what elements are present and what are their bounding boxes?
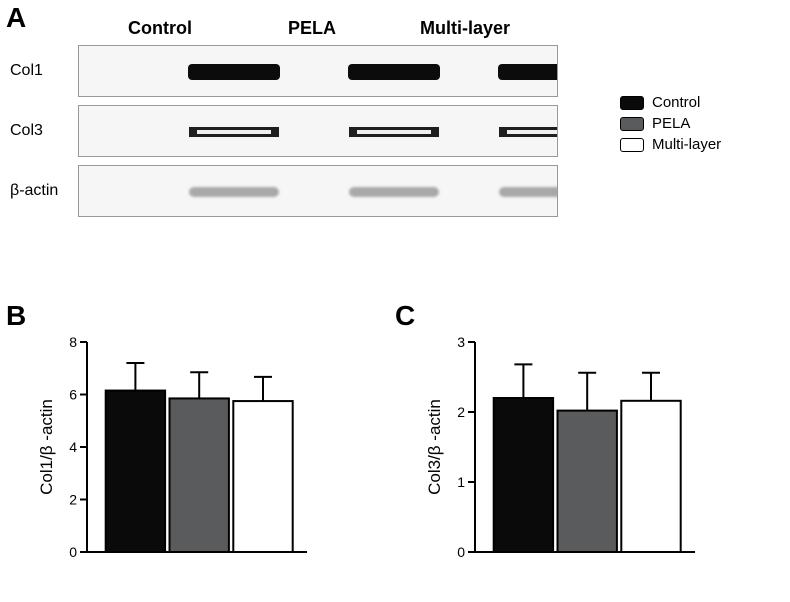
- blot-band-2-0: [189, 187, 279, 197]
- blot-strip-0: [78, 45, 558, 97]
- blot-band-0-1: [348, 64, 440, 80]
- blot-header-pela: PELA: [288, 18, 336, 39]
- bar-1: [558, 411, 617, 552]
- svg-text:Col1/β -actin: Col1/β -actin: [37, 399, 56, 495]
- blot-band-2-1: [349, 187, 439, 197]
- svg-text:1: 1: [457, 474, 465, 490]
- blot-band-0-2: [498, 64, 558, 80]
- legend-swatch-pela: [620, 117, 644, 131]
- legend-label-control: Control: [652, 94, 700, 111]
- bar-1: [170, 398, 229, 552]
- svg-text:3: 3: [457, 334, 465, 350]
- blot-row-label-col1: Col1: [10, 62, 43, 80]
- bar-0: [494, 398, 553, 552]
- blot-header-control: Control: [128, 18, 192, 39]
- blot-band-0-0: [188, 64, 280, 80]
- bar-0: [106, 391, 165, 552]
- legend-label-multilayer: Multi-layer: [652, 136, 721, 153]
- chart-col1-bactin: 0 2 4 6 8 Col1/β -actin: [32, 332, 317, 587]
- svg-text:4: 4: [69, 439, 77, 455]
- legend-swatch-control: [620, 96, 644, 110]
- legend-label-pela: PELA: [652, 115, 690, 132]
- blot-row-label-bactin: β-actin: [10, 182, 58, 200]
- panel-label-c: C: [395, 300, 415, 332]
- bar-2: [233, 401, 292, 552]
- blot-band-1-1: [349, 127, 439, 137]
- blot-band-2-2: [499, 187, 558, 197]
- blot-strip-1: [78, 105, 558, 157]
- legend-item-control: Control: [620, 94, 721, 111]
- svg-text:2: 2: [457, 404, 465, 420]
- svg-text:0: 0: [457, 544, 465, 560]
- legend: Control PELA Multi-layer: [620, 90, 721, 157]
- chart-col3-bactin: 0 1 2 3 Col3/β -actin: [420, 332, 705, 587]
- blot-header-multilayer: Multi-layer: [420, 18, 510, 39]
- svg-text:0: 0: [69, 544, 77, 560]
- panel-label-a: A: [6, 2, 26, 34]
- svg-text:6: 6: [69, 387, 77, 403]
- blot-band-1-0: [189, 127, 279, 137]
- legend-item-multilayer: Multi-layer: [620, 136, 721, 153]
- blot-strip-2: [78, 165, 558, 217]
- bar-2: [621, 401, 680, 552]
- svg-text:2: 2: [69, 492, 77, 508]
- blot-row-label-col3: Col3: [10, 122, 43, 140]
- svg-text:Col3/β -actin: Col3/β -actin: [425, 399, 444, 495]
- legend-swatch-multilayer: [620, 138, 644, 152]
- panel-label-b: B: [6, 300, 26, 332]
- blot-band-1-2: [499, 127, 558, 137]
- legend-item-pela: PELA: [620, 115, 721, 132]
- svg-text:8: 8: [69, 334, 77, 350]
